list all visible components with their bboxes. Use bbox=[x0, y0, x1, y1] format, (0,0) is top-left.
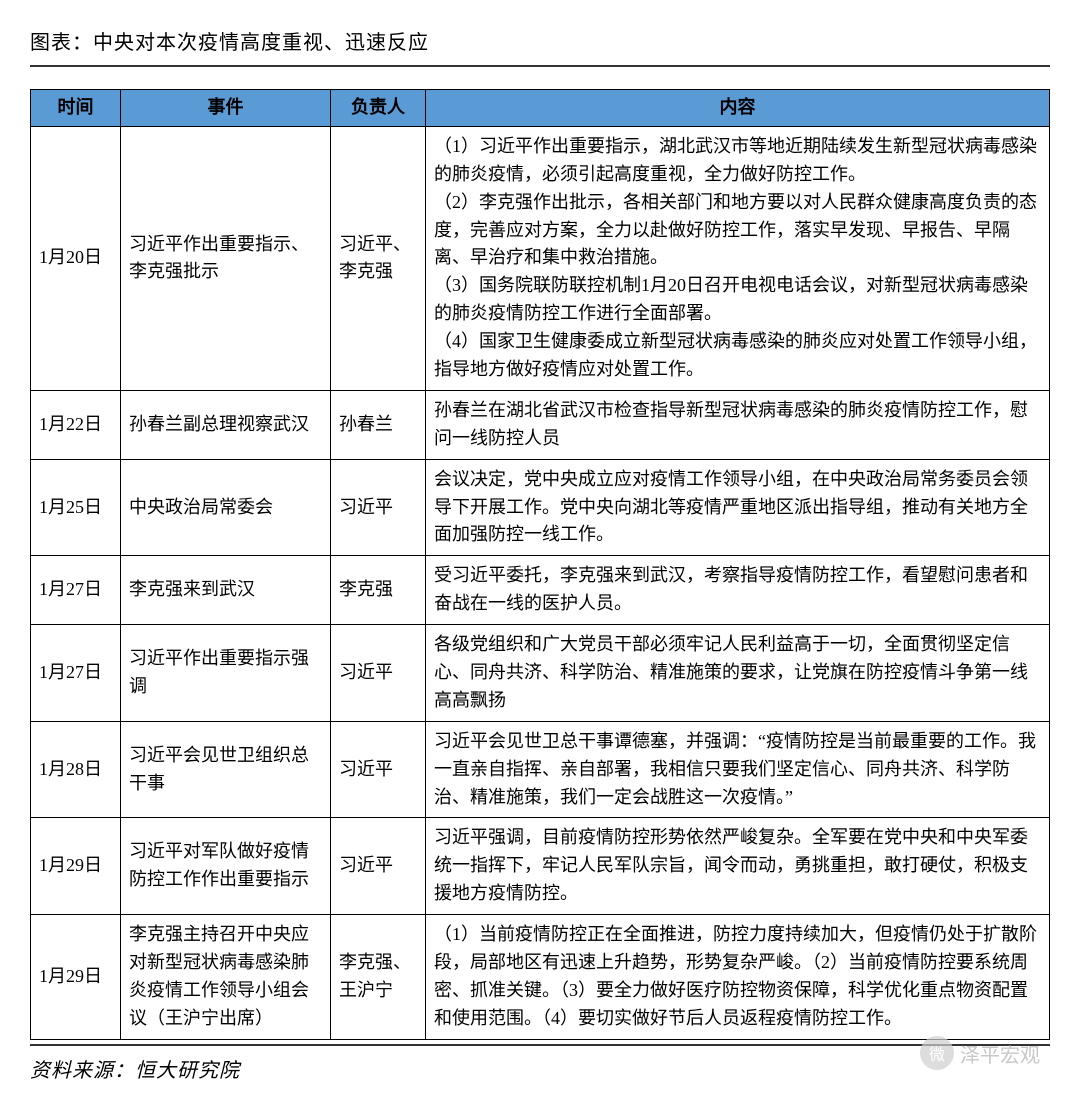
cell-person: 习近平 bbox=[331, 459, 426, 556]
cell-date: 1月28日 bbox=[31, 721, 121, 818]
cell-content: 受习近平委托，李克强来到武汉，考察指导疫情防控工作，看望慰问患者和奋战在一线的医… bbox=[426, 556, 1050, 625]
table-row: 1月29日李克强主持召开中央应对新型冠状病毒感染肺炎疫情工作领导小组会议（王沪宁… bbox=[31, 915, 1050, 1040]
cell-person: 习近平、李克强 bbox=[331, 126, 426, 390]
cell-content: 孙春兰在湖北省武汉市检查指导新型冠状病毒感染的肺炎疫情防控工作，慰问一线防控人员 bbox=[426, 390, 1050, 459]
cell-event: 李克强来到武汉 bbox=[121, 556, 331, 625]
table-row: 1月25日中央政治局常委会习近平会议决定，党中央成立应对疫情工作领导小组，在中央… bbox=[31, 459, 1050, 556]
cell-person: 孙春兰 bbox=[331, 390, 426, 459]
cell-event: 李克强主持召开中央应对新型冠状病毒感染肺炎疫情工作领导小组会议（王沪宁出席） bbox=[121, 915, 331, 1040]
cell-content: 习近平强调，目前疫情防控形势依然严峻复杂。全军要在党中央和中央军委统一指挥下，牢… bbox=[426, 818, 1050, 915]
table-row: 1月22日孙春兰副总理视察武汉孙春兰孙春兰在湖北省武汉市检查指导新型冠状病毒感染… bbox=[31, 390, 1050, 459]
table-row: 1月27日李克强来到武汉李克强受习近平委托，李克强来到武汉，考察指导疫情防控工作… bbox=[31, 556, 1050, 625]
col-header-content: 内容 bbox=[426, 90, 1050, 127]
cell-date: 1月22日 bbox=[31, 390, 121, 459]
cell-person: 李克强 bbox=[331, 556, 426, 625]
cell-date: 1月27日 bbox=[31, 625, 121, 722]
cell-person: 习近平 bbox=[331, 625, 426, 722]
table-row: 1月27日习近平作出重要指示强调习近平各级党组织和广大党员干部必须牢记人民利益高… bbox=[31, 625, 1050, 722]
cell-date: 1月25日 bbox=[31, 459, 121, 556]
cell-content: 习近平会见世卫总干事谭德塞，并强调：“疫情防控是当前最重要的工作。我一直亲自指挥… bbox=[426, 721, 1050, 818]
cell-event: 孙春兰副总理视察武汉 bbox=[121, 390, 331, 459]
cell-date: 1月29日 bbox=[31, 818, 121, 915]
col-header-person: 负责人 bbox=[331, 90, 426, 127]
wechat-icon: 微 bbox=[920, 1036, 954, 1070]
cell-date: 1月20日 bbox=[31, 126, 121, 390]
cell-content: 各级党组织和广大党员干部必须牢记人民利益高于一切，全面贯彻坚定信心、同舟共济、科… bbox=[426, 625, 1050, 722]
table-header-row: 时间 事件 负责人 内容 bbox=[31, 90, 1050, 127]
table-row: 1月29日习近平对军队做好疫情防控工作作出重要指示习近平习近平强调，目前疫情防控… bbox=[31, 818, 1050, 915]
cell-content: （1）当前疫情防控正在全面推进，防控力度持续加大，但疫情仍处于扩散阶段，局部地区… bbox=[426, 915, 1050, 1040]
cell-content: （1）习近平作出重要指示，湖北武汉市等地近期陆续发生新型冠状病毒感染的肺炎疫情，… bbox=[426, 126, 1050, 390]
cell-date: 1月27日 bbox=[31, 556, 121, 625]
col-header-event: 事件 bbox=[121, 90, 331, 127]
chart-title: 图表：中央对本次疫情高度重视、迅速反应 bbox=[30, 20, 1050, 67]
watermark: 微 泽平宏观 bbox=[920, 1036, 1040, 1070]
cell-event: 习近平会见世卫组织总干事 bbox=[121, 721, 331, 818]
cell-person: 李克强、王沪宁 bbox=[331, 915, 426, 1040]
cell-date: 1月29日 bbox=[31, 915, 121, 1040]
cell-person: 习近平 bbox=[331, 721, 426, 818]
cell-person: 习近平 bbox=[331, 818, 426, 915]
table-row: 1月28日习近平会见世卫组织总干事习近平习近平会见世卫总干事谭德塞，并强调：“疫… bbox=[31, 721, 1050, 818]
cell-event: 习近平作出重要指示、李克强批示 bbox=[121, 126, 331, 390]
table-row: 1月20日习近平作出重要指示、李克强批示习近平、李克强（1）习近平作出重要指示，… bbox=[31, 126, 1050, 390]
col-header-date: 时间 bbox=[31, 90, 121, 127]
cell-content: 会议决定，党中央成立应对疫情工作领导小组，在中央政治局常务委员会领导下开展工作。… bbox=[426, 459, 1050, 556]
watermark-text: 泽平宏观 bbox=[960, 1039, 1040, 1068]
cell-event: 习近平作出重要指示强调 bbox=[121, 625, 331, 722]
cell-event: 习近平对军队做好疫情防控工作作出重要指示 bbox=[121, 818, 331, 915]
events-table: 时间 事件 负责人 内容 1月20日习近平作出重要指示、李克强批示习近平、李克强… bbox=[30, 89, 1050, 1040]
cell-event: 中央政治局常委会 bbox=[121, 459, 331, 556]
source-attribution: 资料来源：恒大研究院 bbox=[30, 1044, 1050, 1083]
